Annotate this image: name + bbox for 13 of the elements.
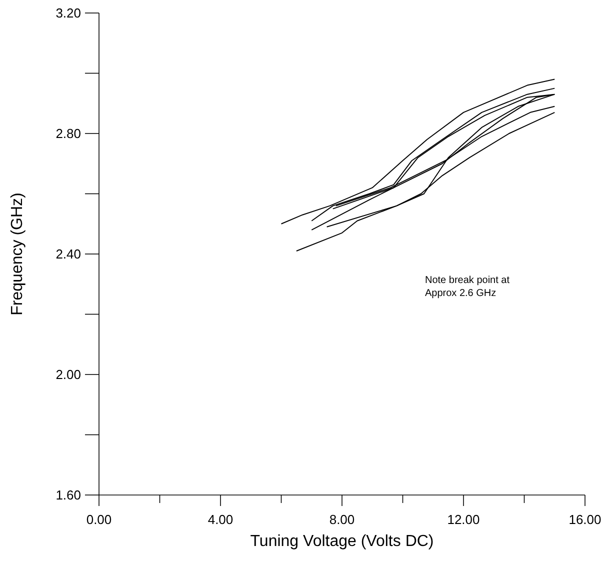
- annotation: Note break point at Approx 2.6 GHz: [425, 275, 510, 299]
- y-tick-label: 2.00: [56, 367, 81, 382]
- x-tick-label: 4.00: [208, 512, 234, 527]
- y-tick-label: 2.40: [56, 246, 81, 262]
- x-tick-label: 12.00: [447, 512, 480, 527]
- x-tick-label: 8.00: [329, 512, 355, 527]
- x-tick-label: 16.00: [568, 512, 602, 527]
- y-axis-title: Frequency (GHz): [9, 192, 26, 316]
- x-axis-title: Tuning Voltage (Volts DC): [250, 533, 434, 550]
- y-tick-label: 3.20: [56, 6, 81, 20]
- y-tick-label: 1.60: [56, 488, 81, 502]
- x-tick-label: 0.00: [86, 512, 112, 527]
- y-tick-label: 2.80: [56, 126, 81, 141]
